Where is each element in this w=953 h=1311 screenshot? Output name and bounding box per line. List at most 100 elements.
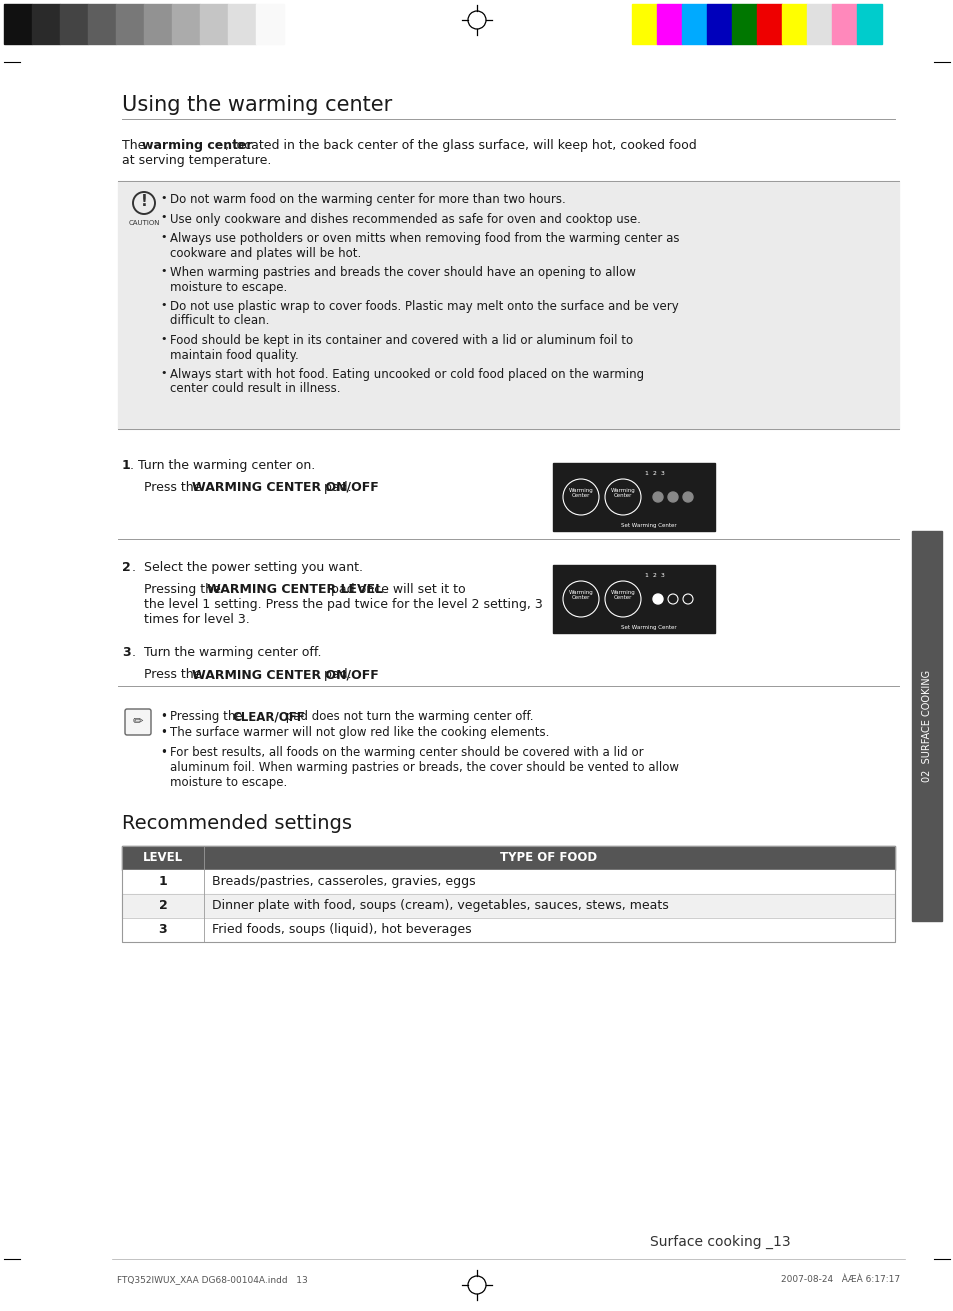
Circle shape <box>652 492 662 502</box>
Bar <box>122 846 894 943</box>
Text: aluminum foil. When warming pastries or breads, the cover should be vented to al: aluminum foil. When warming pastries or … <box>170 760 679 773</box>
Text: Do not warm food on the warming center for more than two hours.: Do not warm food on the warming center f… <box>170 193 565 206</box>
Text: WARMING CENTER ON/OFF: WARMING CENTER ON/OFF <box>192 481 378 494</box>
Bar <box>806 4 831 45</box>
Text: TYPE OF FOOD: TYPE OF FOOD <box>500 851 597 864</box>
Bar <box>122 894 894 918</box>
Text: •: • <box>160 212 167 223</box>
Text: •: • <box>160 368 167 378</box>
Text: warming center: warming center <box>142 139 253 152</box>
Text: Use only cookware and dishes recommended as safe for oven and cooktop use.: Use only cookware and dishes recommended… <box>170 212 640 225</box>
Text: , located in the back center of the glass surface, will keep hot, cooked food: , located in the back center of the glas… <box>225 139 696 152</box>
Bar <box>200 4 228 45</box>
Bar <box>706 4 731 45</box>
Text: •: • <box>160 711 167 722</box>
Text: Breads/pastries, casseroles, gravies, eggs: Breads/pastries, casseroles, gravies, eg… <box>212 874 476 888</box>
Text: Food should be kept in its container and covered with a lid or aluminum foil to: Food should be kept in its container and… <box>170 334 633 347</box>
Text: WARMING CENTER LEVEL: WARMING CENTER LEVEL <box>207 583 383 597</box>
Text: CAUTION: CAUTION <box>128 220 159 225</box>
Text: Pressing the: Pressing the <box>170 711 246 722</box>
Text: •: • <box>160 193 167 203</box>
Bar <box>831 4 856 45</box>
Text: times for level 3.: times for level 3. <box>144 614 250 625</box>
Bar <box>631 4 657 45</box>
Text: pad once will set it to: pad once will set it to <box>327 583 465 597</box>
Text: Dinner plate with food, soups (cream), vegetables, sauces, stews, meats: Dinner plate with food, soups (cream), v… <box>212 899 668 912</box>
Text: The: The <box>122 139 150 152</box>
Text: When warming pastries and breads the cover should have an opening to allow: When warming pastries and breads the cov… <box>170 266 636 279</box>
Bar <box>731 4 757 45</box>
Circle shape <box>667 492 678 502</box>
Text: 3: 3 <box>158 923 167 936</box>
Bar <box>88 4 116 45</box>
Text: cookware and plates will be hot.: cookware and plates will be hot. <box>170 246 361 260</box>
Text: 1: 1 <box>158 874 167 888</box>
Bar <box>657 4 681 45</box>
Bar <box>781 4 806 45</box>
Bar <box>118 181 898 429</box>
Text: •: • <box>160 232 167 243</box>
Text: difficult to clean.: difficult to clean. <box>170 315 269 328</box>
Bar <box>911 531 941 922</box>
Bar <box>116 4 144 45</box>
Bar <box>228 4 255 45</box>
Bar <box>553 463 714 531</box>
Bar <box>122 871 894 894</box>
Text: moisture to escape.: moisture to escape. <box>170 776 287 789</box>
Text: .  Select the power setting you want.: . Select the power setting you want. <box>132 561 363 574</box>
Text: Warming
Center: Warming Center <box>568 590 593 600</box>
Text: Do not use plastic wrap to cover foods. Plastic may melt onto the surface and be: Do not use plastic wrap to cover foods. … <box>170 300 678 313</box>
Text: 2: 2 <box>158 899 167 912</box>
Text: .  Turn the warming center off.: . Turn the warming center off. <box>132 646 321 659</box>
Circle shape <box>682 492 692 502</box>
Text: 1  2  3: 1 2 3 <box>644 573 664 578</box>
Text: Surface cooking _13: Surface cooking _13 <box>649 1235 790 1249</box>
Text: pad does not turn the warming center off.: pad does not turn the warming center off… <box>282 711 533 722</box>
Text: •: • <box>160 726 167 739</box>
Text: at serving temperature.: at serving temperature. <box>122 153 271 166</box>
Text: For best results, all foods on the warming center should be covered with a lid o: For best results, all foods on the warmi… <box>170 746 643 759</box>
Bar <box>144 4 172 45</box>
Text: •: • <box>160 334 167 343</box>
Text: WARMING CENTER ON/OFF: WARMING CENTER ON/OFF <box>192 669 378 680</box>
Bar <box>60 4 88 45</box>
Text: pad.: pad. <box>319 481 352 494</box>
Bar <box>255 4 284 45</box>
Text: •: • <box>160 266 167 277</box>
Text: 2: 2 <box>122 561 131 574</box>
Text: 3: 3 <box>122 646 131 659</box>
Text: CLEAR/OFF: CLEAR/OFF <box>232 711 304 722</box>
Text: the level 1 setting. Press the pad twice for the level 2 setting, 3: the level 1 setting. Press the pad twice… <box>144 598 542 611</box>
Bar <box>122 846 894 871</box>
Bar <box>32 4 60 45</box>
Circle shape <box>652 594 662 604</box>
Text: Set Warming Center: Set Warming Center <box>620 625 676 631</box>
Bar <box>553 565 714 633</box>
Bar <box>856 4 882 45</box>
FancyBboxPatch shape <box>125 709 151 735</box>
Text: . Turn the warming center on.: . Turn the warming center on. <box>130 459 314 472</box>
Bar <box>681 4 706 45</box>
Text: Always start with hot food. Eating uncooked or cold food placed on the warming: Always start with hot food. Eating uncoo… <box>170 368 643 382</box>
Text: The surface warmer will not glow red like the cooking elements.: The surface warmer will not glow red lik… <box>170 726 549 739</box>
Text: Press the: Press the <box>144 669 205 680</box>
Text: center could result in illness.: center could result in illness. <box>170 383 340 396</box>
Bar <box>4 4 32 45</box>
Text: Recommended settings: Recommended settings <box>122 814 352 832</box>
Text: 02  SURFACE COOKING: 02 SURFACE COOKING <box>921 670 931 783</box>
Text: maintain food quality.: maintain food quality. <box>170 349 298 362</box>
Text: FTQ352IWUX_XAA DG68-00104A.indd   13: FTQ352IWUX_XAA DG68-00104A.indd 13 <box>117 1276 308 1283</box>
Text: ✏: ✏ <box>132 716 143 729</box>
Text: Always use potholders or oven mitts when removing food from the warming center a: Always use potholders or oven mitts when… <box>170 232 679 245</box>
Text: moisture to escape.: moisture to escape. <box>170 281 287 294</box>
Text: Set Warming Center: Set Warming Center <box>620 523 676 528</box>
Text: LEVEL: LEVEL <box>143 851 183 864</box>
Text: Press the: Press the <box>144 481 205 494</box>
Text: 2007-08-24   ÀÆÀ 6:17:17: 2007-08-24 ÀÆÀ 6:17:17 <box>781 1276 899 1283</box>
Text: 1  2  3: 1 2 3 <box>644 471 664 476</box>
Bar <box>122 918 894 943</box>
Text: 1: 1 <box>122 459 131 472</box>
Text: Warming
Center: Warming Center <box>610 590 635 600</box>
Bar <box>757 4 781 45</box>
Bar <box>172 4 200 45</box>
